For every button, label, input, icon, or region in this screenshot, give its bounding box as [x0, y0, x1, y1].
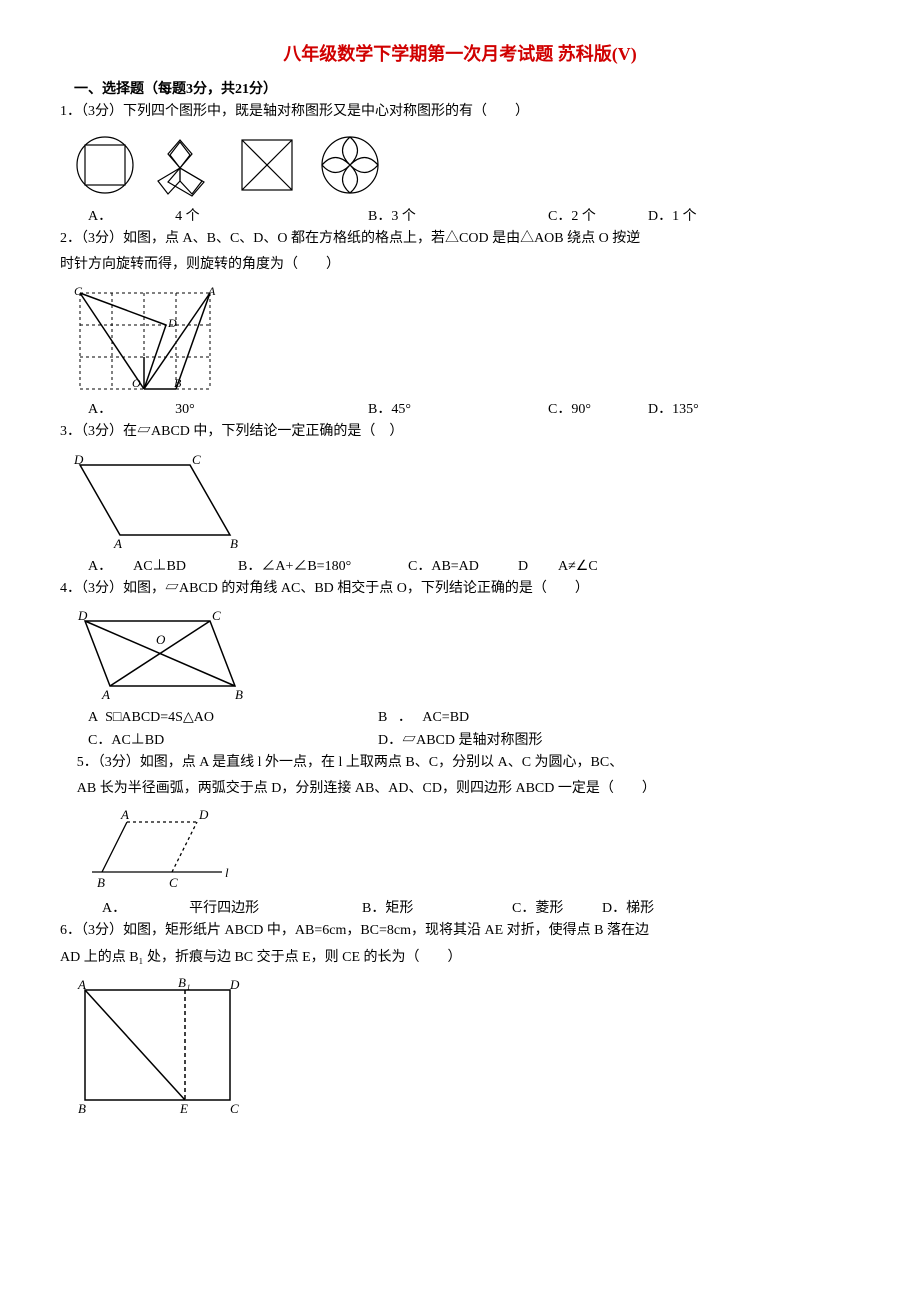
- svg-text:C: C: [192, 452, 201, 467]
- q5-optA-val: 平行四边形: [189, 901, 259, 916]
- q4-figure: D C O A B: [70, 606, 860, 701]
- svg-text:D: D: [73, 452, 84, 467]
- q2-optD: D．135°: [648, 399, 699, 421]
- q2-line2: 时针方向旋转而得，则旋转的角度为（ ）: [60, 254, 860, 276]
- svg-text:A: A: [113, 536, 122, 550]
- svg-text:B: B: [78, 1101, 86, 1115]
- q5-optC: C．菱形: [512, 898, 602, 920]
- q3-options: A． AC⊥BD B．∠A+∠B=180° C．AB=AD D A≠∠C: [88, 556, 860, 578]
- svg-text:B: B: [97, 875, 105, 890]
- q4-optB-dot: ．: [398, 710, 412, 725]
- q2-optA: A．: [88, 402, 112, 417]
- q1-optA-val: 4 个: [175, 209, 200, 224]
- section-header: 一、选择题（每题3分，共21分）: [60, 79, 860, 101]
- q3-figure: D C A B: [70, 450, 860, 550]
- q4-text: 4．（3分）如图，▱ABCD 的对角线 AC、BD 相交于点 O，下列结论正确的…: [60, 578, 860, 600]
- svg-text:O: O: [132, 376, 141, 390]
- q1-optC: C．2 个: [548, 206, 648, 228]
- q2-figure: C A D O B: [70, 283, 860, 393]
- q5-options: A． 平行四边形 B．矩形 C．菱形 D．梯形: [102, 898, 860, 920]
- q4-options-row1: A S□ABCD=4S△AO B ． AC=BD: [88, 707, 860, 729]
- svg-text:B: B: [174, 376, 182, 390]
- q5-line1: 5．（3分）如图，点 A 是直线 l 外一点，在 l 上取两点 B、C，分别以 …: [77, 752, 860, 774]
- svg-text:D: D: [167, 316, 177, 330]
- svg-text:E: E: [179, 1101, 188, 1115]
- q2-optC: C．90°: [548, 399, 648, 421]
- q6-line1: 6．（3分）如图，矩形纸片 ABCD 中，AB=6cm，BC=8cm，现将其沿 …: [60, 920, 860, 942]
- q1-optD: D．1 个: [648, 206, 697, 228]
- q3-optC: C．AB=AD: [408, 556, 518, 578]
- q1-figures: [70, 130, 860, 200]
- q4-optA-pre: A: [88, 710, 98, 725]
- q5-optD: D．梯形: [602, 898, 654, 920]
- svg-text:D: D: [229, 977, 240, 992]
- svg-text:A: A: [120, 807, 129, 822]
- q4-optA: S□ABCD=4S△AO: [105, 710, 214, 725]
- q3-optD-pre: D: [518, 556, 558, 578]
- q1-optB: B．3 个: [368, 206, 548, 228]
- q4-options-row2: C．AC⊥BD D．▱ABCD 是轴对称图形: [88, 730, 860, 752]
- svg-text:C: C: [230, 1101, 239, 1115]
- q4-optB: AC=BD: [422, 710, 469, 725]
- svg-text:C: C: [74, 284, 83, 298]
- svg-text:C: C: [169, 875, 178, 890]
- q3-text: 3．（3分）在▱ABCD 中，下列结论一定正确的是（ ）: [60, 421, 860, 443]
- doc-title: 八年级数学下学期第一次月考试题 苏科版(V): [60, 40, 860, 69]
- svg-text:A: A: [207, 284, 216, 298]
- svg-text:l: l: [225, 865, 229, 880]
- svg-text:B: B: [230, 536, 238, 550]
- svg-text:O: O: [156, 632, 166, 647]
- svg-text:C: C: [212, 608, 221, 623]
- q5-line2: AB 长为半径画弧，两弧交于点 D，分别连接 AB、AD、CD，则四边形 ABC…: [77, 778, 860, 800]
- q5-optA: A．: [102, 901, 126, 916]
- q1-options: A． 4 个 B．3 个 C．2 个 D．1 个: [88, 206, 860, 228]
- q2-options: A． 30° B．45° C．90° D．135°: [88, 399, 860, 421]
- svg-text:D: D: [198, 807, 209, 822]
- q2-line1: 2．（3分）如图，点 A、B、C、D、O 都在方格纸的格点上，若△COD 是由△…: [60, 228, 860, 250]
- q2-optA-val: 30°: [175, 402, 195, 417]
- q1-optA: A．: [88, 209, 112, 224]
- q4-optC: C．AC⊥BD: [88, 730, 378, 752]
- svg-text:D: D: [77, 608, 88, 623]
- q5-optB: B．矩形: [362, 898, 512, 920]
- svg-text:B: B: [235, 687, 243, 701]
- svg-text:B₁: B₁: [178, 975, 190, 990]
- q6-figure: A B₁ D B E C: [70, 975, 860, 1115]
- q3-optB: B．∠A+∠B=180°: [238, 556, 408, 578]
- q6-line2: AD 上的点 B₁ 处，折痕与边 BC 交于点 E，则 CE 的长为（ ）: [60, 947, 860, 969]
- q3-optA: A． AC⊥BD: [88, 556, 238, 578]
- q2-optB: B．45°: [368, 399, 548, 421]
- svg-text:A: A: [101, 687, 110, 701]
- q4-optB-pre: B: [378, 710, 387, 725]
- q3-optD: A≠∠C: [558, 556, 598, 578]
- q4-optD: D．▱ABCD 是轴对称图形: [378, 730, 543, 752]
- svg-text:A: A: [77, 977, 86, 992]
- q5-figure: A D B C l: [87, 807, 860, 892]
- q1-text: 1．（3分）下列四个图形中，既是轴对称图形又是中心对称图形的有（ ）: [60, 101, 860, 123]
